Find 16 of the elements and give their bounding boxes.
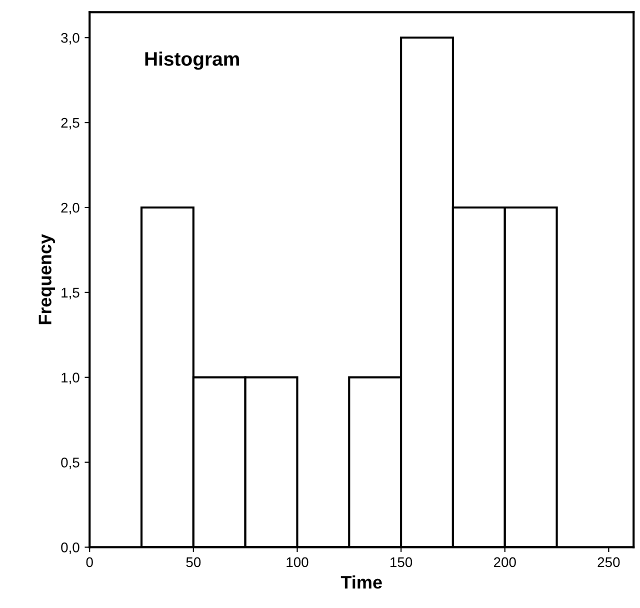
y-tick-label: 0,5 (61, 458, 80, 470)
x-axis-title: Time (340, 575, 382, 589)
text: Histogram (145, 52, 239, 70)
x-tick-label: 250 (598, 557, 620, 568)
y-tick-label: 0,0 (61, 542, 80, 554)
y-tick-label: 2,5 (61, 118, 80, 130)
x-tick-label: 100 (286, 557, 308, 568)
y-tick-label: 3,0 (61, 32, 80, 44)
y-tick-label: 1,5 (62, 288, 80, 300)
y-axis-title: Frequency (38, 234, 56, 324)
y-tick-label: 2,0 (61, 202, 80, 214)
x-tick-label: 200 (494, 557, 516, 568)
y-tick-label: 1,0 (62, 372, 80, 384)
x-tick-label: 50 (186, 557, 201, 568)
x-tick-label: 0 (86, 557, 93, 568)
x-tick-label: 150 (390, 557, 412, 568)
